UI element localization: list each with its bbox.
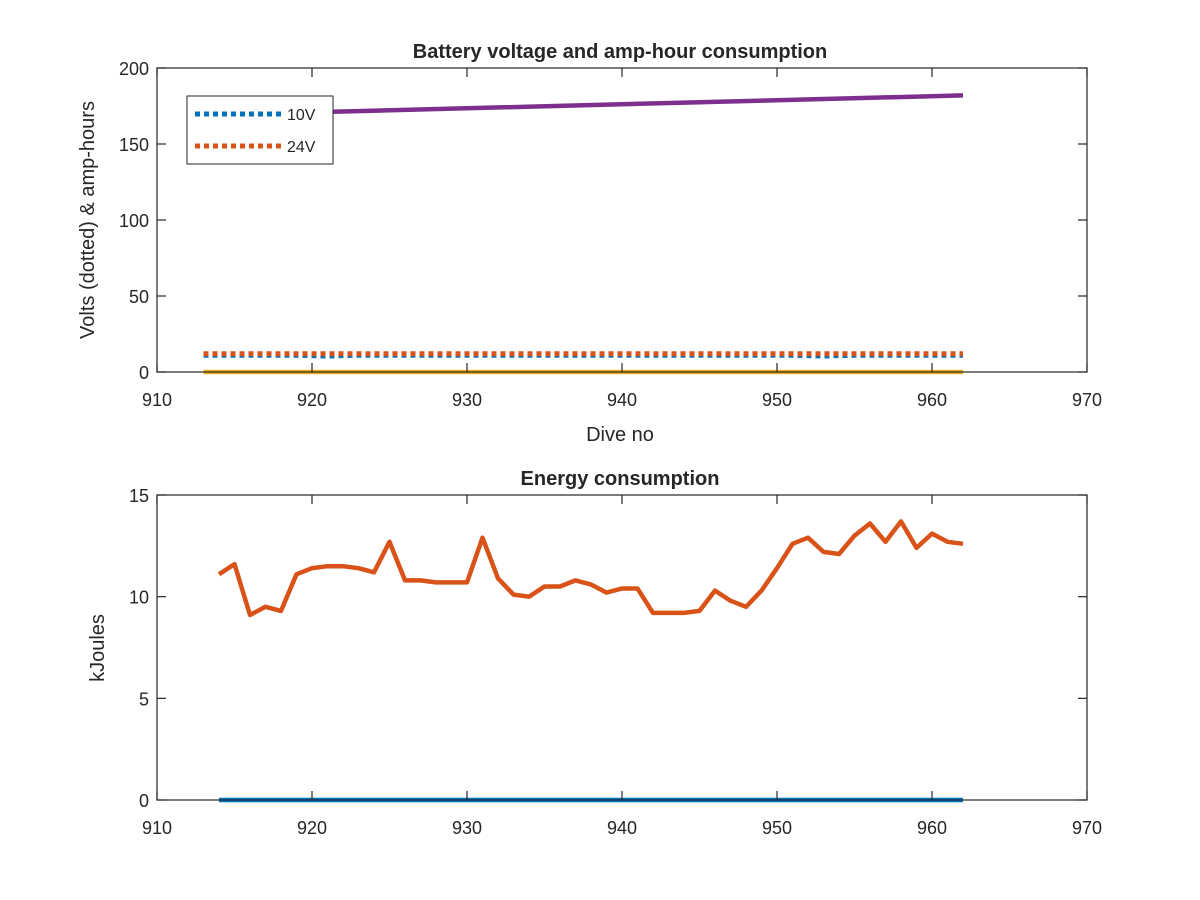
legend-label-24v: 24V (287, 139, 316, 156)
x-tick-label: 950 (762, 818, 792, 838)
x-tick-label: 910 (142, 818, 172, 838)
x-tick-label: 910 (142, 390, 172, 410)
x-axis-label: Dive no (586, 424, 654, 446)
chart-title: Energy consumption (521, 468, 720, 490)
x-tick-label: 940 (607, 390, 637, 410)
y-tick-label: 150 (119, 135, 149, 155)
legend-label-10v: 10V (287, 107, 316, 124)
x-tick-label: 970 (1072, 818, 1102, 838)
x-tick-label: 920 (297, 818, 327, 838)
x-tick-label: 950 (762, 390, 792, 410)
chart-energy-consumption: Energy consumption 910 920 930 940 950 960 970… (87, 468, 1102, 838)
y-axis-label: Volts (dotted) & amp-hours (77, 101, 99, 339)
legend: 10V 24V (186, 95, 334, 165)
y-tick-label: 0 (139, 791, 149, 811)
x-tick-label: 940 (607, 818, 637, 838)
series-line-series-2 (217, 519, 964, 618)
x-axis: 910 920 930 940 950 960 970 (142, 68, 1102, 410)
y-axis: 0 50 100 150 200 (119, 59, 1087, 383)
x-tick-label: 930 (452, 390, 482, 410)
y-axis-label: kJoules (87, 614, 109, 682)
x-axis: 910 920 930 940 950 960 970 (142, 495, 1102, 838)
y-tick-label: 15 (129, 486, 149, 506)
chart-battery-voltage: Battery voltage and amp-hour consumption… (77, 41, 1102, 446)
x-tick-label: 920 (297, 390, 327, 410)
y-tick-label: 50 (129, 287, 149, 307)
y-tick-label: 0 (139, 363, 149, 383)
y-tick-label: 100 (119, 211, 149, 231)
x-tick-label: 960 (917, 818, 947, 838)
y-tick-label: 200 (119, 59, 149, 79)
legend-box (186, 95, 334, 165)
y-tick-label: 5 (139, 689, 149, 709)
y-axis: 0 5 10 15 (129, 486, 1087, 811)
y-tick-label: 10 (129, 588, 149, 608)
chart-title: Battery voltage and amp-hour consumption (413, 41, 827, 63)
x-tick-label: 970 (1072, 390, 1102, 410)
x-tick-label: 960 (917, 390, 947, 410)
x-tick-label: 930 (452, 818, 482, 838)
